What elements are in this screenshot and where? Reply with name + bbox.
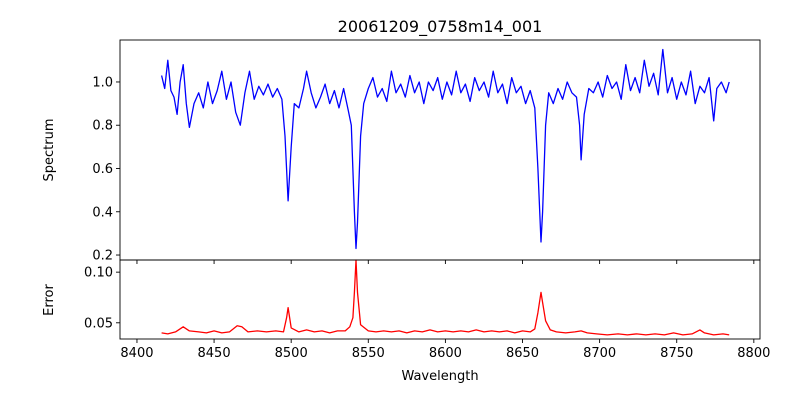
spectrum-series-line (160, 48, 730, 250)
x-tick-label: 8400 (120, 346, 153, 361)
x-tick-label: 8450 (198, 346, 231, 361)
x-tick-label: 8750 (660, 346, 693, 361)
error-ylabel: Error (42, 284, 57, 316)
x-axis-label: Wavelength (401, 369, 478, 384)
x-tick-label: 8550 (352, 346, 385, 361)
axes-frame (119, 259, 761, 340)
x-tick-label: 8500 (275, 346, 308, 361)
error-axes: 0.05 0.10 8400 8450 8500 8550 8600 8650 8700 8750… (84, 259, 770, 361)
x-tick-label: 8600 (429, 346, 462, 361)
y-tick-label: 1.0 (92, 75, 113, 90)
x-tick-label: 8800 (737, 346, 770, 361)
y-tick-label: 0.6 (92, 162, 113, 177)
chart-title: 20061209_0758m14_001 (338, 17, 543, 37)
y-tick-label: 0.4 (92, 205, 113, 220)
error-series-line (161, 259, 730, 336)
x-tick-label: 8700 (583, 346, 616, 361)
y-tick-label: 0.10 (84, 266, 113, 281)
y-tick-label: 0.8 (92, 119, 113, 134)
x-tick-label: 8650 (506, 346, 539, 361)
y-tick-label: 0.2 (92, 249, 113, 264)
y-tick-label: 0.05 (84, 316, 113, 331)
spectrum-ylabel: Spectrum (42, 119, 57, 182)
